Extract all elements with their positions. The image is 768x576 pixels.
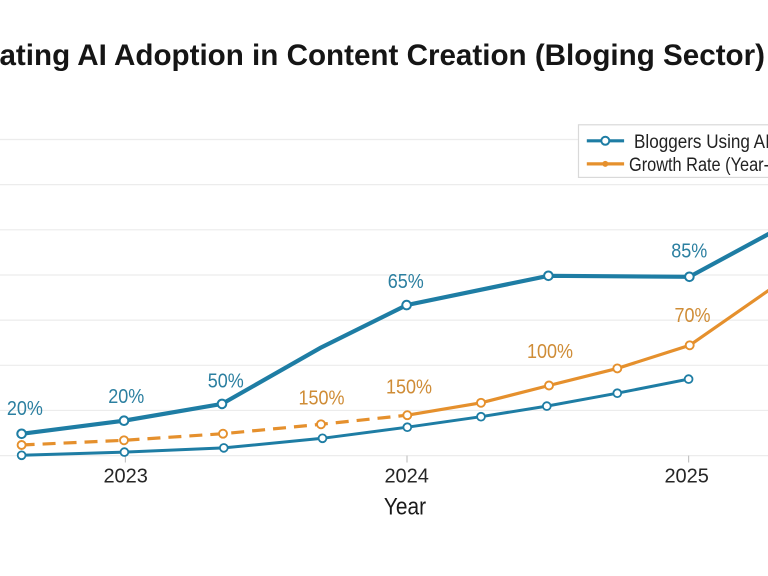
svg-text:Bloggers Using AI (%): Bloggers Using AI (%) — [634, 131, 768, 152]
svg-text:65%: 65% — [388, 271, 424, 293]
svg-text:20%: 20% — [108, 386, 144, 408]
svg-text:Accelerating AI Adoption in Co: Accelerating AI Adoption in Content Crea… — [0, 39, 765, 72]
svg-text:20%: 20% — [7, 398, 43, 420]
svg-text:2025: 2025 — [664, 466, 709, 488]
svg-text:Growth Rate (Year-over-Year %): Growth Rate (Year-over-Year %) — [629, 154, 768, 175]
svg-text:100%: 100% — [527, 341, 573, 363]
svg-text:70%: 70% — [674, 305, 710, 327]
svg-text:Year: Year — [384, 493, 427, 520]
svg-text:2024: 2024 — [384, 466, 429, 488]
svg-text:150%: 150% — [298, 388, 344, 410]
svg-text:2023: 2023 — [103, 466, 148, 488]
svg-text:85%: 85% — [671, 241, 707, 263]
svg-text:50%: 50% — [208, 370, 244, 392]
svg-text:150%: 150% — [386, 377, 432, 399]
